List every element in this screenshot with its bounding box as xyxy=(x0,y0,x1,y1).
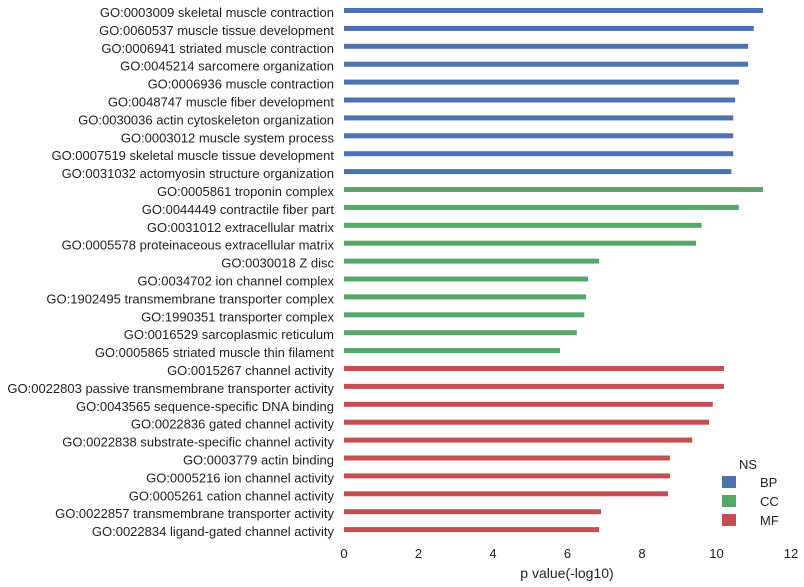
bar-mf-2 xyxy=(344,383,724,389)
category-label: GO:0022857 transmembrane transporter act… xyxy=(55,506,334,521)
bar-cc-3 xyxy=(344,222,702,228)
bar-cc-9 xyxy=(344,330,577,336)
bars-group xyxy=(344,8,764,533)
category-label: GO:0005861 troponin complex xyxy=(157,184,335,199)
x-tick-label: 8 xyxy=(638,546,645,561)
category-label: GO:0048747 muscle fiber development xyxy=(108,95,335,110)
bar-cc-8 xyxy=(344,312,585,318)
category-label: GO:0031032 actomyosin structure organiza… xyxy=(62,166,334,181)
bar-mf-5 xyxy=(344,437,693,443)
category-label: GO:0007519 skeletal muscle tissue develo… xyxy=(51,148,334,163)
legend-swatch-bp xyxy=(722,476,736,488)
category-label: GO:0003779 actin binding xyxy=(183,453,334,468)
category-label: GO:0030018 Z disc xyxy=(221,256,334,271)
category-label: GO:0030036 actin cytoskeleton organizati… xyxy=(78,112,334,127)
bar-bp-3 xyxy=(344,43,749,49)
bar-bp-10 xyxy=(344,169,732,175)
bar-mf-9 xyxy=(344,509,602,515)
bar-cc-5 xyxy=(344,258,600,264)
x-axis-ticks-group: 0 2 4 6 8 10 12 xyxy=(340,546,798,561)
x-axis-title: p value(-log10) xyxy=(520,565,613,581)
bar-cc-2 xyxy=(344,204,739,210)
category-label: GO:0022838 substrate-specific channel ac… xyxy=(62,435,334,450)
bar-mf-6 xyxy=(344,455,670,461)
category-label: GO:0034702 ion channel complex xyxy=(137,274,334,289)
category-labels-group: GO:0003009 skeletal muscle contraction GO… xyxy=(7,5,334,539)
bar-cc-1 xyxy=(344,187,764,192)
x-tick-label: 2 xyxy=(415,546,422,561)
bar-cc-6 xyxy=(344,276,588,282)
x-tick-label: 4 xyxy=(489,546,496,561)
bar-bp-2 xyxy=(344,25,754,31)
bar-cc-10 xyxy=(344,348,561,354)
bar-bp-7 xyxy=(344,115,734,121)
category-label: GO:0022803 passive transmembrane transpo… xyxy=(7,381,334,396)
category-label: GO:0031012 extracellular matrix xyxy=(147,220,335,235)
legend: NS BP CC MF xyxy=(722,457,779,528)
x-tick-label: 6 xyxy=(564,546,571,561)
category-label: GO:0005578 proteinaceous extracellular m… xyxy=(62,238,335,253)
bar-mf-1 xyxy=(344,366,724,371)
category-label: GO:0006936 muscle contraction xyxy=(148,77,334,92)
legend-label-cc: CC xyxy=(760,494,779,509)
legend-swatch-cc xyxy=(722,495,736,507)
bar-mf-10 xyxy=(344,527,600,533)
category-label: GO:0006941 striated muscle contraction xyxy=(101,41,334,56)
bar-mf-8 xyxy=(344,491,669,497)
x-tick-label: 0 xyxy=(340,546,347,561)
bar-cc-4 xyxy=(344,240,697,246)
legend-swatch-mf xyxy=(722,514,736,526)
legend-label-mf: MF xyxy=(760,513,779,528)
bar-cc-7 xyxy=(344,294,587,300)
bar-bp-4 xyxy=(344,61,749,67)
x-tick-label: 10 xyxy=(709,546,723,561)
legend-title: NS xyxy=(739,457,757,472)
bar-bp-8 xyxy=(344,133,734,139)
category-label: GO:0015267 channel activity xyxy=(167,363,334,378)
bar-bp-1 xyxy=(344,8,764,13)
category-label: GO:0016529 sarcoplasmic reticulum xyxy=(124,327,334,342)
x-tick-label: 12 xyxy=(784,546,798,561)
category-label: GO:1902495 transmembrane transporter com… xyxy=(46,291,334,306)
category-label: GO:0022836 gated channel activity xyxy=(131,417,335,432)
bar-bp-6 xyxy=(344,97,736,103)
category-label: GO:0045214 sarcomere organization xyxy=(120,59,334,74)
bar-bp-9 xyxy=(344,151,734,157)
category-label: GO:0043565 sequence-specific DNA binding xyxy=(76,399,334,414)
bar-mf-7 xyxy=(344,473,670,479)
legend-label-bp: BP xyxy=(760,475,777,490)
category-label: GO:0005216 ion channel activity xyxy=(146,470,334,485)
category-label: GO:0044449 contractile fiber part xyxy=(142,202,335,217)
category-label: GO:0005261 cation channel activity xyxy=(129,488,335,503)
bar-mf-3 xyxy=(344,401,713,407)
category-label: GO:0003012 muscle system process xyxy=(121,130,335,145)
bar-mf-4 xyxy=(344,419,710,425)
category-label: GO:0022834 ligand-gated channel activity xyxy=(92,524,335,539)
category-label: GO:0005865 striated muscle thin filament xyxy=(95,345,335,360)
category-label: GO:0060537 muscle tissue development xyxy=(99,23,334,38)
category-label: GO:1990351 transporter complex xyxy=(141,309,334,324)
bar-bp-5 xyxy=(344,79,739,85)
category-label: GO:0003009 skeletal muscle contraction xyxy=(100,5,334,20)
